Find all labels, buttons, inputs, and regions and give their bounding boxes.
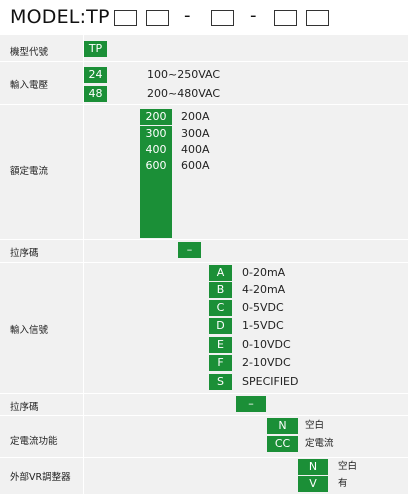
dash-code-1: – (178, 242, 201, 258)
row-separator (0, 415, 408, 416)
vr-desc-n: 空白 (338, 461, 358, 472)
cc-code-cc: CC (267, 436, 298, 452)
current-code-empty (140, 190, 172, 206)
voltage-desc-48: 200~480VAC (147, 87, 221, 100)
external-vr-label: 外部VR調整器 (10, 472, 71, 483)
model-box-1 (114, 10, 137, 26)
model-box-3 (211, 10, 234, 26)
dash-code-2: – (236, 396, 266, 412)
signal-code-a: A (209, 265, 232, 281)
current-desc-600: 600A (181, 159, 210, 172)
signal-desc-b: 4-20mA (242, 283, 286, 296)
current-desc-300: 300A (181, 127, 210, 140)
voltage-desc-24: 100~250VAC (147, 68, 221, 81)
signal-code-d: D (209, 318, 232, 334)
row-separator (0, 239, 408, 240)
model-code-tp: TP (84, 41, 107, 57)
model-box-4 (274, 10, 297, 26)
current-desc-400: 400A (181, 143, 210, 156)
rated-current-label: 額定電流 (10, 166, 49, 177)
vr-code-n: N (298, 459, 328, 475)
signal-desc-f: 2-10VDC (242, 356, 291, 369)
current-code-empty (140, 222, 172, 238)
current-code-empty (140, 174, 172, 190)
model-dash-2: - (250, 5, 257, 26)
voltage-code-48: 48 (84, 86, 107, 102)
signal-code-b: B (209, 282, 232, 298)
row-separator (0, 457, 408, 458)
vr-desc-v: 有 (338, 478, 348, 489)
row-separator (0, 104, 408, 105)
constant-current-label: 定電流功能 (10, 436, 58, 447)
signal-code-e: E (209, 337, 232, 353)
table-background (0, 35, 408, 494)
dash-label-1: 拉序碼 (10, 248, 39, 259)
cc-desc-cc: 定電流 (305, 438, 334, 449)
model-header: MODEL:TP - - (0, 0, 408, 35)
current-code-300: 300 (140, 126, 172, 142)
model-dash-1: - (184, 5, 191, 26)
current-code-empty (140, 206, 172, 222)
vr-code-v: V (298, 476, 328, 492)
current-code-600: 600 (140, 158, 172, 174)
model-title: MODEL:TP (10, 6, 110, 28)
signal-desc-e: 0-10VDC (242, 338, 291, 351)
cc-desc-n: 空白 (305, 420, 325, 431)
row-separator (0, 262, 408, 263)
cc-code-n: N (267, 418, 298, 434)
signal-desc-c: 0-5VDC (242, 301, 284, 314)
signal-desc-s: SPECIFIED (242, 375, 299, 388)
dash-label-2: 拉序碼 (10, 402, 39, 413)
signal-code-c: C (209, 300, 232, 316)
input-signal-label: 輸入信號 (10, 325, 49, 336)
signal-desc-a: 0-20mA (242, 266, 286, 279)
input-voltage-label: 輸入電壓 (10, 80, 49, 91)
signal-code-f: F (209, 355, 232, 371)
label-column-separator (83, 35, 84, 494)
row-separator (0, 61, 408, 62)
signal-desc-d: 1-5VDC (242, 319, 284, 332)
model-box-5 (306, 10, 329, 26)
signal-code-s: S (209, 374, 232, 390)
current-desc-200: 200A (181, 110, 210, 123)
current-code-200: 200 (140, 109, 172, 125)
row-separator (0, 393, 408, 394)
model-box-2 (146, 10, 169, 26)
current-code-400: 400 (140, 142, 172, 158)
voltage-code-24: 24 (84, 67, 107, 83)
model-code-label: 機型代號 (10, 47, 49, 58)
